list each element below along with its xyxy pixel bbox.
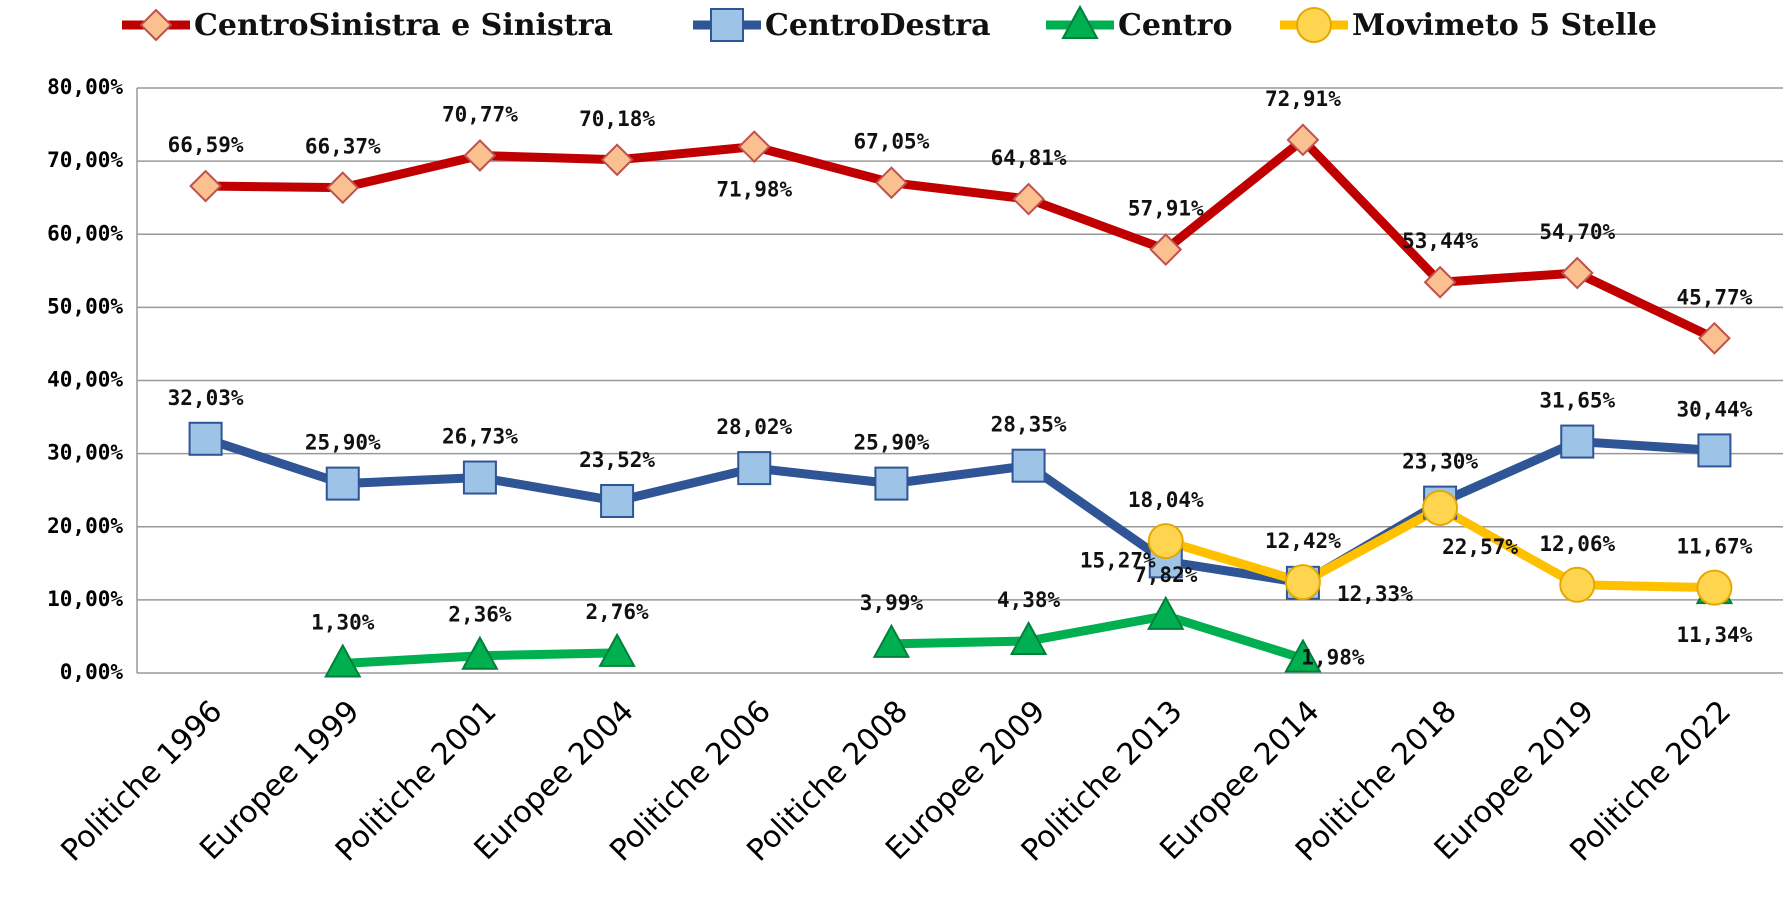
y-tick-label: 0,00% [60, 660, 124, 684]
marker [1559, 566, 1596, 603]
data-label: 11,34% [1676, 623, 1752, 647]
marker [600, 484, 635, 519]
data-label: 26,73% [442, 425, 518, 449]
data-label: 70,18% [579, 107, 655, 131]
marker [737, 130, 771, 164]
y-tick-label: 60,00% [47, 221, 123, 245]
marker [1009, 620, 1048, 655]
data-label: 12,42% [1265, 529, 1341, 553]
data-label: 3,99% [860, 591, 924, 615]
legend-label: Movimeto 5 Stelle [1352, 8, 1657, 43]
data-label: 70,77% [442, 102, 518, 126]
data-label: 28,35% [991, 413, 1067, 437]
data-label: 23,52% [579, 448, 655, 472]
y-tick-label: 80,00% [47, 75, 123, 99]
data-label: 30,44% [1676, 397, 1752, 421]
data-label: 18,04% [1128, 488, 1204, 512]
marker [1698, 321, 1731, 355]
y-tick-label: 20,00% [47, 514, 123, 538]
data-label: 25,90% [853, 431, 929, 455]
marker [325, 466, 360, 501]
y-tick-label: 30,00% [47, 441, 123, 465]
series-line [205, 135, 1717, 343]
marker [1284, 638, 1322, 673]
data-label: 25,90% [305, 431, 381, 455]
data-label: 4,38% [997, 588, 1061, 612]
data-label: 45,77% [1676, 285, 1752, 309]
marker [1011, 448, 1046, 483]
data-label: 53,44% [1402, 229, 1478, 253]
data-label: 22,57% [1442, 535, 1518, 559]
data-label: 66,37% [305, 135, 381, 159]
legend-marker [1296, 7, 1332, 43]
data-label: 1,98% [1301, 646, 1365, 670]
data-label: 67,05% [853, 130, 929, 154]
data-label: 57,91% [1128, 197, 1204, 221]
y-tick-label: 10,00% [47, 587, 123, 611]
data-label: 12,33% [1337, 582, 1413, 606]
y-tick-label: 70,00% [47, 148, 123, 172]
y-tick-label: 50,00% [47, 294, 123, 318]
marker [463, 139, 497, 172]
data-label: 2,76% [585, 600, 649, 624]
legend-label: Centro [1118, 8, 1232, 43]
marker [189, 169, 222, 203]
marker [1697, 433, 1732, 468]
legend-marker [139, 8, 173, 42]
data-label: 71,98% [716, 178, 792, 202]
data-label: 2,36% [448, 603, 512, 627]
data-label: 64,81% [991, 146, 1067, 170]
data-label: 66,59% [168, 133, 244, 157]
series-line [204, 434, 1715, 588]
legend-label: CentroDestra [765, 8, 991, 43]
marker [737, 451, 772, 486]
y-tick-label: 40,00% [47, 368, 123, 392]
legend-label: CentroSinistra e Sinistra [194, 8, 613, 43]
marker [1147, 523, 1184, 560]
marker [600, 143, 634, 177]
marker [1286, 123, 1320, 157]
data-label: 31,65% [1539, 389, 1615, 413]
marker [326, 171, 360, 205]
marker [1147, 595, 1185, 630]
marker [874, 466, 909, 501]
data-label: 72,91% [1265, 87, 1341, 111]
legend-marker [1061, 4, 1099, 39]
data-label: 7,82% [1134, 563, 1198, 587]
marker [1422, 489, 1459, 526]
marker [461, 635, 499, 670]
marker [1423, 265, 1457, 299]
data-label: 11,67% [1676, 535, 1752, 559]
marker [1696, 569, 1733, 606]
marker [188, 421, 223, 456]
marker [875, 166, 908, 200]
marker [462, 460, 497, 495]
legend-marker [710, 8, 744, 42]
data-label: 32,03% [168, 386, 244, 410]
marker [1284, 564, 1321, 601]
marker [598, 632, 636, 667]
marker [872, 623, 911, 658]
data-label: 12,06% [1539, 532, 1615, 556]
marker [324, 643, 362, 678]
marker [1149, 233, 1183, 266]
data-label: 15,27% [1080, 548, 1156, 572]
marker [1012, 182, 1045, 216]
marker [1560, 424, 1595, 459]
data-label: 1,30% [311, 610, 375, 634]
data-label: 54,70% [1539, 220, 1615, 244]
marker [1560, 256, 1594, 290]
data-label: 28,02% [716, 415, 792, 439]
data-label: 23,30% [1402, 450, 1478, 474]
